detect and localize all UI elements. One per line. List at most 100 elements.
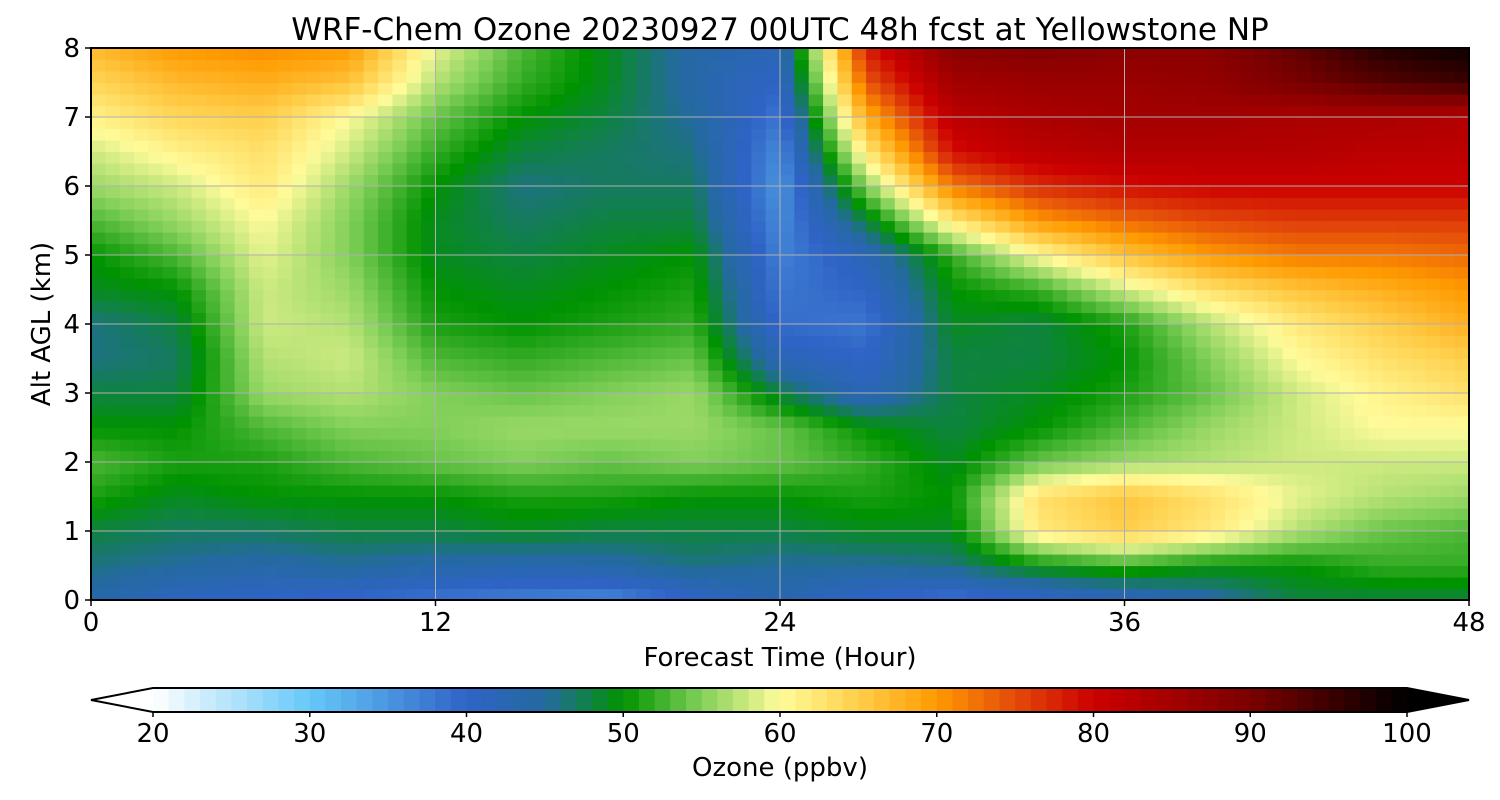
heatmap-cell bbox=[464, 565, 480, 578]
heatmap-cell bbox=[220, 485, 236, 498]
heatmap-cell bbox=[1038, 462, 1054, 475]
heatmap-cell bbox=[378, 381, 394, 394]
heatmap-cell bbox=[205, 588, 221, 600]
heatmap-cell bbox=[177, 347, 193, 360]
heatmap-cell bbox=[1253, 232, 1269, 245]
heatmap-cell bbox=[1440, 163, 1456, 176]
heatmap-cell bbox=[1124, 324, 1140, 337]
heatmap-cell bbox=[952, 82, 968, 95]
colorbar-segment bbox=[1375, 688, 1392, 712]
heatmap-cell bbox=[1425, 542, 1441, 555]
heatmap-cell bbox=[1282, 48, 1298, 61]
heatmap-cell bbox=[234, 105, 250, 118]
heatmap-cell bbox=[306, 565, 322, 578]
heatmap-cell bbox=[507, 485, 523, 498]
heatmap-cell bbox=[1368, 243, 1384, 256]
heatmap-cell bbox=[421, 393, 437, 406]
heatmap-cell bbox=[1425, 289, 1441, 302]
heatmap-cell bbox=[650, 255, 666, 268]
heatmap-cell bbox=[937, 82, 953, 95]
heatmap-cell bbox=[1282, 565, 1298, 578]
heatmap-cell bbox=[435, 588, 451, 600]
heatmap-cell bbox=[1239, 542, 1255, 555]
heatmap-cell bbox=[607, 358, 623, 371]
heatmap-cell bbox=[492, 542, 508, 555]
heatmap-cell bbox=[248, 588, 264, 600]
heatmap-cell bbox=[980, 416, 996, 429]
heatmap-cell bbox=[277, 140, 293, 153]
heatmap-cell bbox=[507, 473, 523, 486]
heatmap-cell bbox=[550, 243, 566, 256]
heatmap-cell bbox=[1038, 255, 1054, 268]
heatmap-cell bbox=[191, 439, 207, 452]
heatmap-cell bbox=[234, 117, 250, 130]
heatmap-cell bbox=[851, 312, 867, 325]
colorbar-segment bbox=[341, 688, 358, 712]
heatmap-cell bbox=[980, 117, 996, 130]
heatmap-cell bbox=[1224, 312, 1240, 325]
heatmap-cell bbox=[808, 197, 824, 210]
heatmap-cell bbox=[1253, 473, 1269, 486]
heatmap-cell bbox=[320, 450, 336, 463]
heatmap-cell bbox=[607, 588, 623, 600]
heatmap-cell bbox=[607, 266, 623, 279]
heatmap-cell bbox=[794, 347, 810, 360]
heatmap-cell bbox=[1382, 324, 1398, 337]
heatmap-cell bbox=[837, 554, 853, 567]
heatmap-cell bbox=[421, 485, 437, 498]
heatmap-cell bbox=[492, 82, 508, 95]
heatmap-cell bbox=[808, 450, 824, 463]
heatmap-cell bbox=[1095, 427, 1111, 440]
heatmap-cell bbox=[780, 450, 795, 463]
heatmap-cell bbox=[1038, 243, 1054, 256]
heatmap-cell bbox=[923, 462, 939, 475]
heatmap-cell bbox=[378, 485, 394, 498]
heatmap-cell bbox=[1224, 462, 1240, 475]
heatmap-cell bbox=[148, 450, 164, 463]
heatmap-cell bbox=[665, 48, 681, 61]
heatmap-cell bbox=[564, 347, 580, 360]
heatmap-cell bbox=[1325, 151, 1341, 164]
heatmap-cell bbox=[291, 59, 307, 72]
heatmap-cell bbox=[1253, 82, 1269, 95]
heatmap-cell bbox=[880, 197, 896, 210]
heatmap-cell bbox=[349, 588, 365, 600]
heatmap-cell bbox=[823, 163, 839, 176]
heatmap-cell bbox=[449, 255, 465, 268]
heatmap-cell bbox=[736, 82, 752, 95]
heatmap-cell bbox=[679, 105, 695, 118]
heatmap-cell bbox=[851, 542, 867, 555]
heatmap-cell bbox=[693, 531, 709, 544]
heatmap-cell bbox=[1052, 577, 1068, 590]
heatmap-cell bbox=[1196, 473, 1212, 486]
heatmap-cell bbox=[1167, 220, 1183, 233]
heatmap-cell bbox=[636, 370, 652, 383]
heatmap-cell bbox=[1124, 243, 1140, 256]
heatmap-cell bbox=[722, 266, 738, 279]
colorbar-segment bbox=[450, 688, 467, 712]
heatmap-cell bbox=[1052, 496, 1068, 509]
heatmap-cell bbox=[1024, 163, 1039, 176]
heatmap-cell bbox=[191, 266, 207, 279]
heatmap-cell bbox=[780, 554, 795, 567]
heatmap-cell bbox=[406, 48, 422, 61]
heatmap-cell bbox=[521, 128, 537, 141]
heatmap-cell bbox=[1425, 82, 1441, 95]
heatmap-cell bbox=[1024, 462, 1039, 475]
heatmap-cell bbox=[1268, 128, 1283, 141]
heatmap-cell bbox=[148, 393, 164, 406]
heatmap-cell bbox=[421, 347, 437, 360]
heatmap-cell bbox=[449, 163, 465, 176]
heatmap-cell bbox=[550, 186, 566, 199]
heatmap-cell bbox=[177, 243, 193, 256]
heatmap-cell bbox=[1311, 163, 1327, 176]
heatmap-cell bbox=[349, 577, 365, 590]
heatmap-cell bbox=[722, 94, 738, 107]
heatmap-cell bbox=[794, 565, 810, 578]
heatmap-cell bbox=[1009, 554, 1025, 567]
heatmap-cell bbox=[148, 278, 164, 291]
heatmap-cell bbox=[1440, 347, 1456, 360]
heatmap-cell bbox=[808, 117, 824, 130]
heatmap-cell bbox=[378, 197, 394, 210]
heatmap-cell bbox=[1397, 519, 1413, 532]
